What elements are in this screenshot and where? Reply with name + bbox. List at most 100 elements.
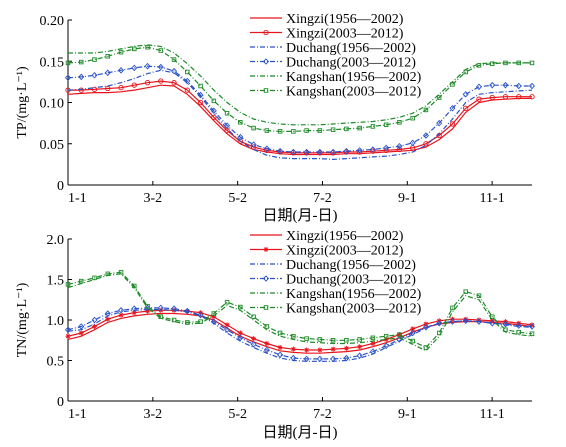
tp-data-point	[396, 142, 403, 150]
tn-data-point	[476, 317, 482, 323]
tp-data-point	[91, 72, 98, 79]
tp-data-point	[131, 64, 138, 72]
tp-x-tick-label: 3-2	[143, 191, 162, 206]
tn-data-point	[357, 344, 363, 350]
tp-data-point	[396, 146, 403, 153]
tp-data-point	[503, 60, 508, 66]
tn-data-point	[383, 342, 390, 350]
tn-data-point	[118, 312, 124, 318]
tn-data-point	[357, 337, 362, 342]
tn-data-point	[397, 332, 402, 337]
tp-y-tick-label: 0.15	[40, 55, 65, 70]
tn-data-point	[304, 347, 310, 353]
tn-data-point	[383, 336, 389, 342]
tn-data-point	[211, 314, 217, 320]
tn-data-point	[211, 311, 217, 316]
tn-data-point	[251, 314, 256, 320]
tp-data-point	[409, 139, 416, 147]
tp-data-point	[144, 62, 151, 70]
tn-chart: 0 0.5 1.0 1.5 2.0 1-1 3-2 5-2 7-2 9-1 11-1 日期(月-日) T…	[15, 229, 536, 441]
tp-legend-marker	[263, 29, 269, 36]
tp-data-point	[476, 96, 482, 102]
tn-data-point	[224, 326, 231, 333]
tn-data-point	[104, 310, 111, 317]
tp-legend-label: Duchang(2003—2012)	[286, 56, 416, 71]
tp-data-point	[224, 122, 231, 129]
tp-data-point	[79, 59, 84, 65]
tn-data-point	[370, 335, 376, 341]
tp-data-point	[463, 105, 469, 111]
tp-data-point	[475, 83, 482, 91]
tp-data-point	[516, 60, 521, 66]
tp-legend-label: Kangshan(2003—2012)	[286, 85, 422, 100]
tp-data-point	[344, 126, 349, 132]
tn-data-point	[290, 346, 296, 352]
tp-data-point	[171, 57, 177, 62]
tp-data-point	[343, 147, 350, 155]
tn-x-axis-label: 日期(月-日)	[263, 424, 338, 441]
tp-data-point	[224, 110, 230, 116]
tp-data-point	[462, 90, 469, 98]
tn-data-point	[198, 319, 203, 324]
tn-data-point	[277, 330, 283, 336]
tp-data-point	[436, 95, 442, 100]
tn-data-point	[409, 329, 416, 337]
tn-data-point	[185, 320, 190, 325]
tn-data-point	[224, 322, 230, 328]
tn-data-point	[489, 314, 495, 320]
tn-data-point	[423, 345, 429, 350]
tp-data-point	[237, 133, 244, 141]
tp-legend-label: Duchang(1956—2002)	[286, 41, 416, 56]
tn-data-point	[118, 307, 125, 314]
tn-legend-label: Duchang(1956—2002)	[286, 258, 416, 273]
tp-data-point	[450, 82, 455, 87]
tn-data-point	[463, 316, 469, 322]
tp-data-point	[118, 85, 124, 91]
tn-data-point	[238, 304, 243, 310]
tp-data-point	[104, 69, 111, 77]
tn-data-point	[317, 337, 323, 342]
tp-data-point	[330, 148, 337, 156]
tp-data-point	[529, 60, 535, 66]
tn-data-point	[343, 345, 349, 351]
tp-x-tick-label: 7-2	[313, 191, 332, 206]
tp-data-point	[422, 132, 429, 139]
tn-data-point	[171, 317, 177, 323]
tp-legend-label: Xingzi(1956—2002)	[286, 12, 404, 27]
tp-data-point	[65, 60, 71, 66]
tp-data-point	[237, 138, 243, 144]
tp-data-point	[316, 148, 323, 156]
tn-data-point	[489, 319, 496, 327]
tp-data-point	[92, 57, 97, 62]
tp-data-point	[277, 147, 284, 155]
tp-data-point	[449, 121, 456, 127]
tp-data-point	[91, 86, 98, 92]
tn-data-point	[184, 307, 191, 315]
tp-data-point	[528, 82, 536, 90]
tn-data-point	[145, 303, 150, 309]
tn-legend: Xingzi(1956—2002)Xingzi(2003—2012)Duchan…	[250, 229, 422, 317]
tp-data-point	[184, 77, 191, 85]
tn-data-point	[105, 271, 111, 277]
tn-data-point	[304, 336, 309, 341]
tp-series-5	[65, 44, 535, 134]
tp-data-point	[489, 81, 496, 89]
tn-x-tick-label: 5-2	[228, 407, 247, 422]
tn-data-point	[463, 289, 468, 294]
tn-data-point	[330, 355, 337, 363]
tn-data-point	[356, 352, 363, 359]
tp-series-2	[67, 69, 533, 161]
tn-data-point	[516, 329, 521, 335]
tn-legend-marker	[262, 275, 270, 282]
tn-data-point	[131, 305, 138, 312]
tp-chart: 0 0.05 0.10 0.15 0.20 1-1 3-2 5-2 7-2 9-1 11-1 日期(月…	[15, 12, 536, 224]
tn-data-point	[383, 333, 389, 339]
tn-data-point	[92, 275, 97, 281]
tn-y-tick-label: 1.0	[47, 314, 65, 329]
tp-data-point	[250, 141, 257, 148]
tp-data-point	[171, 80, 177, 86]
tn-data-point	[502, 320, 509, 328]
tn-data-point	[157, 304, 164, 312]
tn-data-point	[317, 347, 323, 353]
tp-legend-label: Kangshan(1956—2002)	[286, 70, 422, 85]
